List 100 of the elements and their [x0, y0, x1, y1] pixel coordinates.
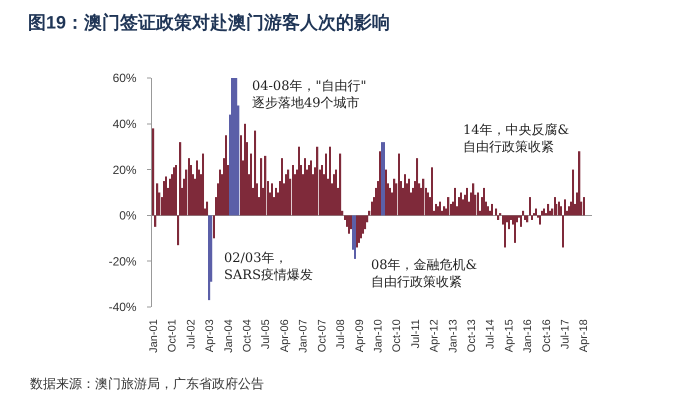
bar: [354, 215, 356, 259]
bar: [477, 192, 479, 216]
bar: [564, 199, 566, 216]
x-tick-label: Jan-10: [372, 319, 385, 353]
x-tick-label: Apr-12: [428, 319, 441, 352]
bar: [572, 170, 574, 216]
bar: [225, 135, 227, 216]
bar: [466, 188, 468, 216]
x-tick-label: Oct-13: [466, 319, 478, 352]
x-tick-label: Jul-17: [560, 319, 572, 350]
x-tick-label: Jul-14: [484, 319, 497, 350]
bar: [472, 183, 474, 216]
bar: [177, 215, 180, 246]
bar: [316, 146, 318, 216]
bar: [454, 188, 456, 216]
x-tick-label: Apr-18: [578, 319, 590, 352]
bar: [165, 176, 167, 216]
chart-title: 图19：澳门签证政策对赴澳门游客人次的影响: [28, 12, 390, 32]
bar: [460, 192, 462, 216]
bar: [514, 215, 516, 243]
x-tick-label: Jul-11: [410, 319, 422, 348]
bar: [520, 215, 522, 227]
x-tick-label: Apr-03: [204, 319, 216, 352]
bar: [202, 154, 204, 216]
bar: [304, 158, 306, 216]
bar: [435, 204, 437, 216]
bar: [439, 202, 441, 216]
y-tick-label: 60%: [112, 71, 137, 86]
x-tick-label: Jan-01: [148, 319, 160, 353]
x-tick-label: Apr-09: [354, 319, 366, 352]
y-tick-label: -20%: [108, 254, 137, 268]
bar: [497, 215, 500, 220]
bar: [235, 78, 238, 216]
bar: [379, 151, 381, 216]
x-tick-label: Oct-10: [391, 319, 404, 352]
x-tick-label: Oct-04: [242, 319, 254, 352]
bar: [422, 178, 424, 216]
annotation: 08年，金融危机& 自由行政策收紧: [371, 258, 478, 290]
bar: [240, 135, 242, 216]
bar: [213, 215, 215, 238]
bar: [275, 188, 277, 216]
bar: [443, 206, 446, 216]
bar: [329, 146, 331, 216]
y-tick-label: -40%: [108, 300, 137, 314]
bar: [175, 165, 177, 216]
bar: [495, 208, 498, 216]
bar: [404, 174, 406, 216]
bar: [339, 154, 342, 216]
annotation: 04-08年，"自由行" 逐步落地49个城市: [252, 79, 366, 111]
x-tick-label: Oct-16: [540, 319, 553, 352]
bar: [250, 154, 252, 216]
bar: [348, 215, 350, 234]
x-tick-label: Jul-05: [260, 319, 272, 350]
x-tick-label: Jan-04: [222, 319, 235, 353]
bar: [335, 170, 337, 216]
x-tick-label: Jan-07: [298, 319, 310, 353]
bar: [260, 158, 262, 216]
bar: [206, 202, 208, 216]
bar: [541, 210, 543, 216]
bar: [558, 202, 560, 216]
bar: [219, 170, 221, 216]
bar: [196, 160, 198, 216]
bar: [281, 158, 283, 216]
bar: [539, 215, 541, 225]
bar: [526, 215, 528, 222]
bar: [244, 124, 246, 216]
bar: [383, 142, 385, 216]
bar: [208, 215, 210, 300]
bar: [562, 215, 564, 248]
bar: [364, 215, 366, 230]
bar: [298, 146, 300, 216]
bar: [531, 215, 533, 220]
bar: [583, 197, 585, 216]
x-tick-label: Jan-13: [447, 319, 460, 353]
bar: [271, 183, 273, 216]
bar: [522, 210, 524, 216]
x-tick-label: Apr-15: [503, 319, 516, 352]
y-tick-label: 20%: [112, 162, 137, 177]
bar: [483, 188, 485, 216]
bar: [350, 215, 352, 230]
x-tick-label: Apr-06: [278, 319, 291, 352]
bar: [381, 142, 383, 216]
bar: [491, 204, 493, 216]
bar: [504, 215, 506, 248]
bar: [152, 128, 154, 216]
bar: [188, 158, 190, 216]
x-tick-label: Jan-16: [522, 319, 534, 353]
y-tick-label: 40%: [112, 117, 137, 131]
bar: [287, 170, 290, 216]
bar: [547, 204, 550, 216]
x-tick-label: Oct-01: [166, 319, 179, 352]
bar: [431, 167, 433, 216]
bar: [543, 208, 545, 216]
x-tick-label: Jul-08: [335, 319, 348, 350]
bar: [264, 156, 266, 216]
annotation: 02/03年， SARS疫情爆发: [224, 251, 313, 283]
bar: [416, 158, 418, 216]
bar: [325, 154, 327, 216]
bar: [535, 208, 537, 216]
bar: [529, 197, 531, 216]
